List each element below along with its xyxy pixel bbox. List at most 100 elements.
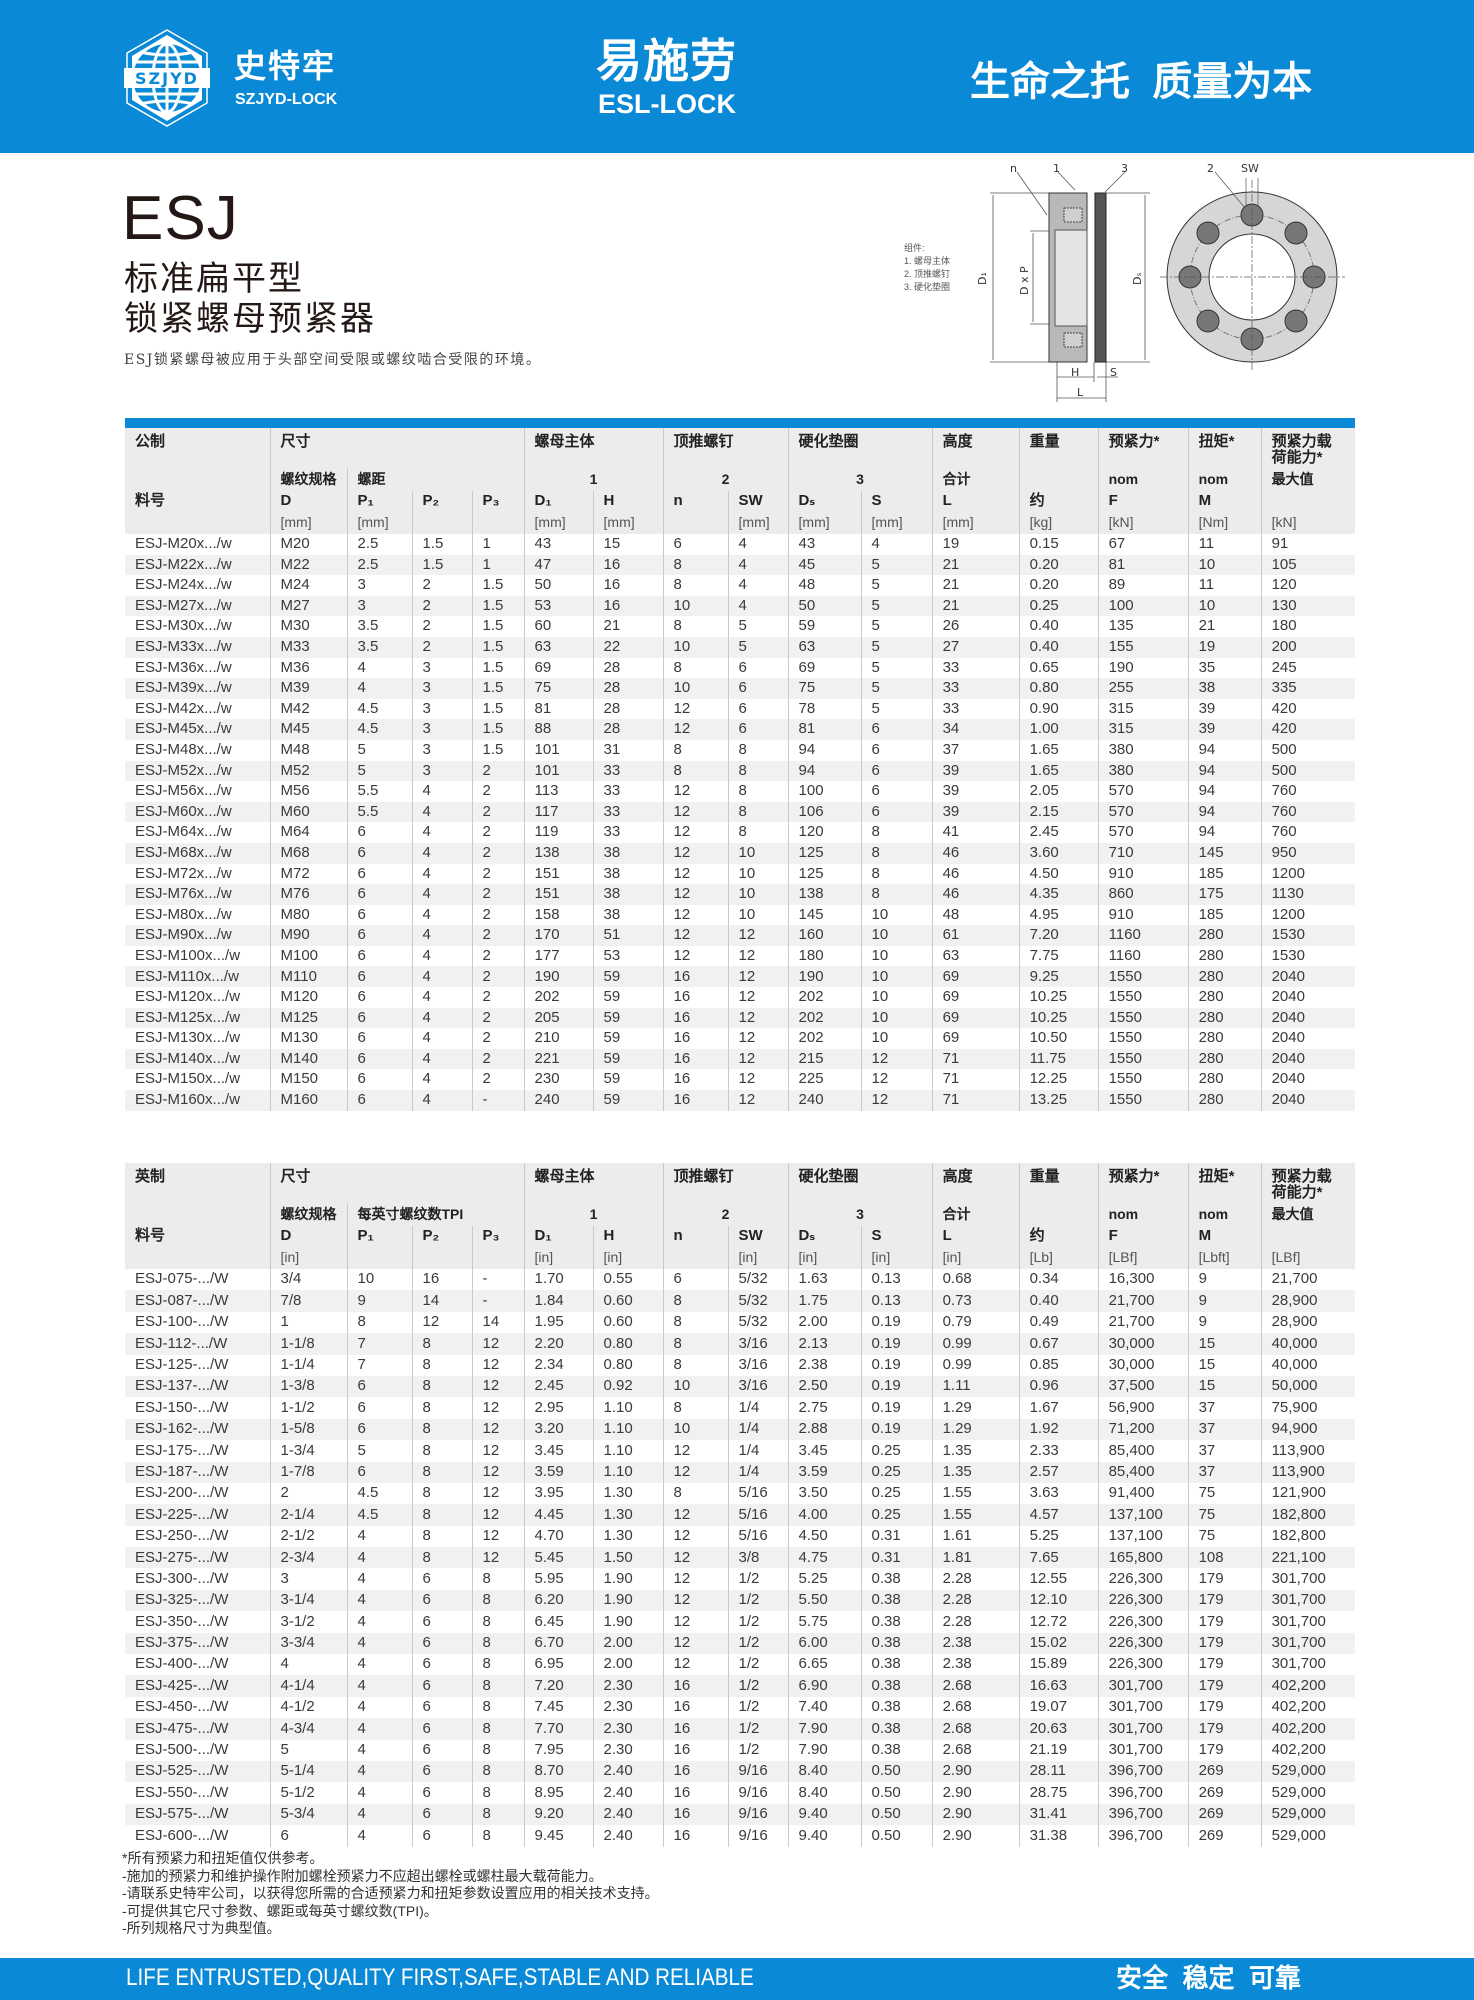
header-cell: H: [592, 491, 664, 512]
value-cell: 165,800: [1097, 1547, 1189, 1569]
header-cell: 最大值: [1260, 468, 1356, 491]
part-number-cell: ESJ-125-.../W: [135, 1356, 229, 1373]
value-cell: 7: [346, 1354, 412, 1376]
value-cell: 5.75: [787, 1611, 862, 1633]
value-cell: 529,000: [1260, 1803, 1356, 1826]
value-cell: 12: [727, 945, 789, 967]
value-cell: 6: [662, 1269, 729, 1291]
value-cell: 8: [411, 1482, 472, 1505]
value-cell: 3.60: [1018, 842, 1099, 864]
value-cell: M42: [269, 698, 347, 720]
value-cell: 6: [346, 987, 412, 1008]
value-cell: 180: [787, 945, 862, 967]
value-cell: 12: [471, 1547, 525, 1569]
value-cell: 26: [931, 616, 1020, 637]
value-cell: 145: [1187, 842, 1262, 864]
value-cell: 1/4: [727, 1440, 789, 1462]
value-cell: 1.81: [931, 1547, 1020, 1569]
part-number-cell: ESJ-500-.../W: [135, 1741, 229, 1759]
header-cell: 预紧力载 荷能力*: [1260, 428, 1356, 468]
header-cell: S: [860, 1226, 933, 1247]
part-number-cell: ESJ-250-.../W: [135, 1527, 229, 1545]
value-cell: -: [471, 1290, 525, 1312]
value-cell: 59: [592, 1028, 664, 1049]
part-number-cell: ESJ-M20x.../w: [135, 535, 232, 553]
header-cell: D: [269, 491, 347, 512]
value-cell: 4: [727, 534, 789, 555]
value-cell: 380: [1097, 739, 1189, 761]
value-cell: 59: [592, 1048, 664, 1070]
value-cell: 0.19: [860, 1311, 933, 1334]
table-row: ESJ-225-.../W 2-1/4 4.5 8 12 4.45 1.30 12 5/16 4.…: [125, 1504, 1356, 1526]
value-cell: 1550: [1097, 1048, 1189, 1070]
header-row-subgroup: 螺纹规格 螺距 1 2 3 合计 nom nom 最大值: [125, 468, 1356, 491]
value-cell: 1.90: [592, 1589, 664, 1612]
value-cell: 760: [1260, 801, 1356, 823]
value-cell: 71: [931, 1048, 1020, 1070]
value-cell: 2: [411, 636, 472, 658]
value-cell: 2.34: [523, 1354, 594, 1376]
value-cell: 301,700: [1097, 1718, 1189, 1740]
value-cell: 0.25: [860, 1504, 933, 1526]
value-cell: 301,700: [1260, 1589, 1356, 1612]
value-cell: 61: [931, 925, 1020, 946]
value-cell: 16,300: [1097, 1269, 1189, 1291]
value-cell: M72: [269, 863, 347, 885]
part-number-cell: ESJ-175-.../W: [135, 1441, 229, 1459]
value-cell: 0.15: [1018, 534, 1099, 555]
value-cell: M56: [269, 781, 347, 802]
value-cell: 2.28: [931, 1568, 1020, 1590]
header-cell: [1018, 1203, 1099, 1226]
value-cell: 4.50: [787, 1525, 862, 1548]
value-cell: 3: [411, 678, 472, 699]
part-number-cell: ESJ-187-.../W: [125, 1461, 270, 1483]
part-number-cell: ESJ-M80x.../w: [135, 905, 232, 923]
value-cell: 155: [1097, 636, 1189, 658]
header-cell: 料号: [125, 1226, 270, 1247]
value-cell: 85,400: [1097, 1440, 1189, 1462]
value-cell: 396,700: [1097, 1760, 1189, 1783]
value-cell: 6: [411, 1825, 472, 1847]
header-cell: F: [1097, 491, 1189, 512]
header-cell: P₂: [411, 1226, 472, 1247]
value-cell: 10.25: [1018, 987, 1099, 1008]
value-cell: 6.00: [787, 1632, 862, 1655]
value-cell: 2040: [1260, 1069, 1356, 1091]
part-number-cell: ESJ-M140x.../w: [125, 1048, 270, 1070]
value-cell: 0.50: [860, 1760, 933, 1783]
table-row: ESJ-M42x.../w M42 4.5 3 1.5 81 28 12 6 78 5 33 0.90 3…: [125, 698, 1356, 720]
value-cell: 190: [787, 966, 862, 988]
value-cell: M130: [269, 1028, 347, 1049]
value-cell: 2.28: [931, 1589, 1020, 1612]
value-cell: 570: [1097, 781, 1189, 802]
value-cell: 179: [1187, 1568, 1262, 1590]
value-cell: M33: [269, 636, 347, 658]
header-cell: nom: [1187, 468, 1262, 491]
value-cell: 2: [471, 925, 525, 946]
value-cell: 138: [787, 884, 862, 905]
value-cell: 12: [662, 1504, 729, 1526]
value-cell: 6: [346, 1397, 412, 1419]
value-cell: 4: [727, 554, 789, 576]
header-cell: [346, 1247, 412, 1269]
value-cell: 71: [931, 1090, 1020, 1111]
value-cell: 145: [787, 904, 862, 926]
value-cell: 12: [662, 904, 729, 926]
value-cell: 0.31: [860, 1525, 933, 1548]
table-row: ESJ-M68x.../w M68 6 4 2 138 38 12 10 125 8 46 3.60 71…: [125, 842, 1356, 864]
header-cell: n: [662, 491, 729, 512]
value-cell: 27: [931, 636, 1020, 658]
value-cell: 69: [523, 657, 594, 679]
header-cell: [1018, 468, 1099, 491]
value-cell: 113,900: [1260, 1461, 1356, 1483]
table-row: ESJ-M150x.../w M150 6 4 2 230 59 16 12 225 12 71 12.…: [125, 1069, 1356, 1091]
table-row: ESJ-M24x.../w M24 3 2 1.5 50 16 8 4 48 5 21 0.20 89 11…: [125, 575, 1356, 596]
value-cell: 2.50: [787, 1375, 862, 1398]
header-cell: 螺母主体: [523, 1163, 664, 1203]
header-cell: P₃: [471, 491, 525, 512]
value-cell: 6: [411, 1739, 472, 1761]
value-cell: 2-1/4: [269, 1504, 347, 1526]
value-cell: 100: [1097, 595, 1189, 617]
value-cell: 4.35: [1018, 884, 1099, 905]
part-number-cell: ESJ-375-.../W: [125, 1632, 270, 1655]
